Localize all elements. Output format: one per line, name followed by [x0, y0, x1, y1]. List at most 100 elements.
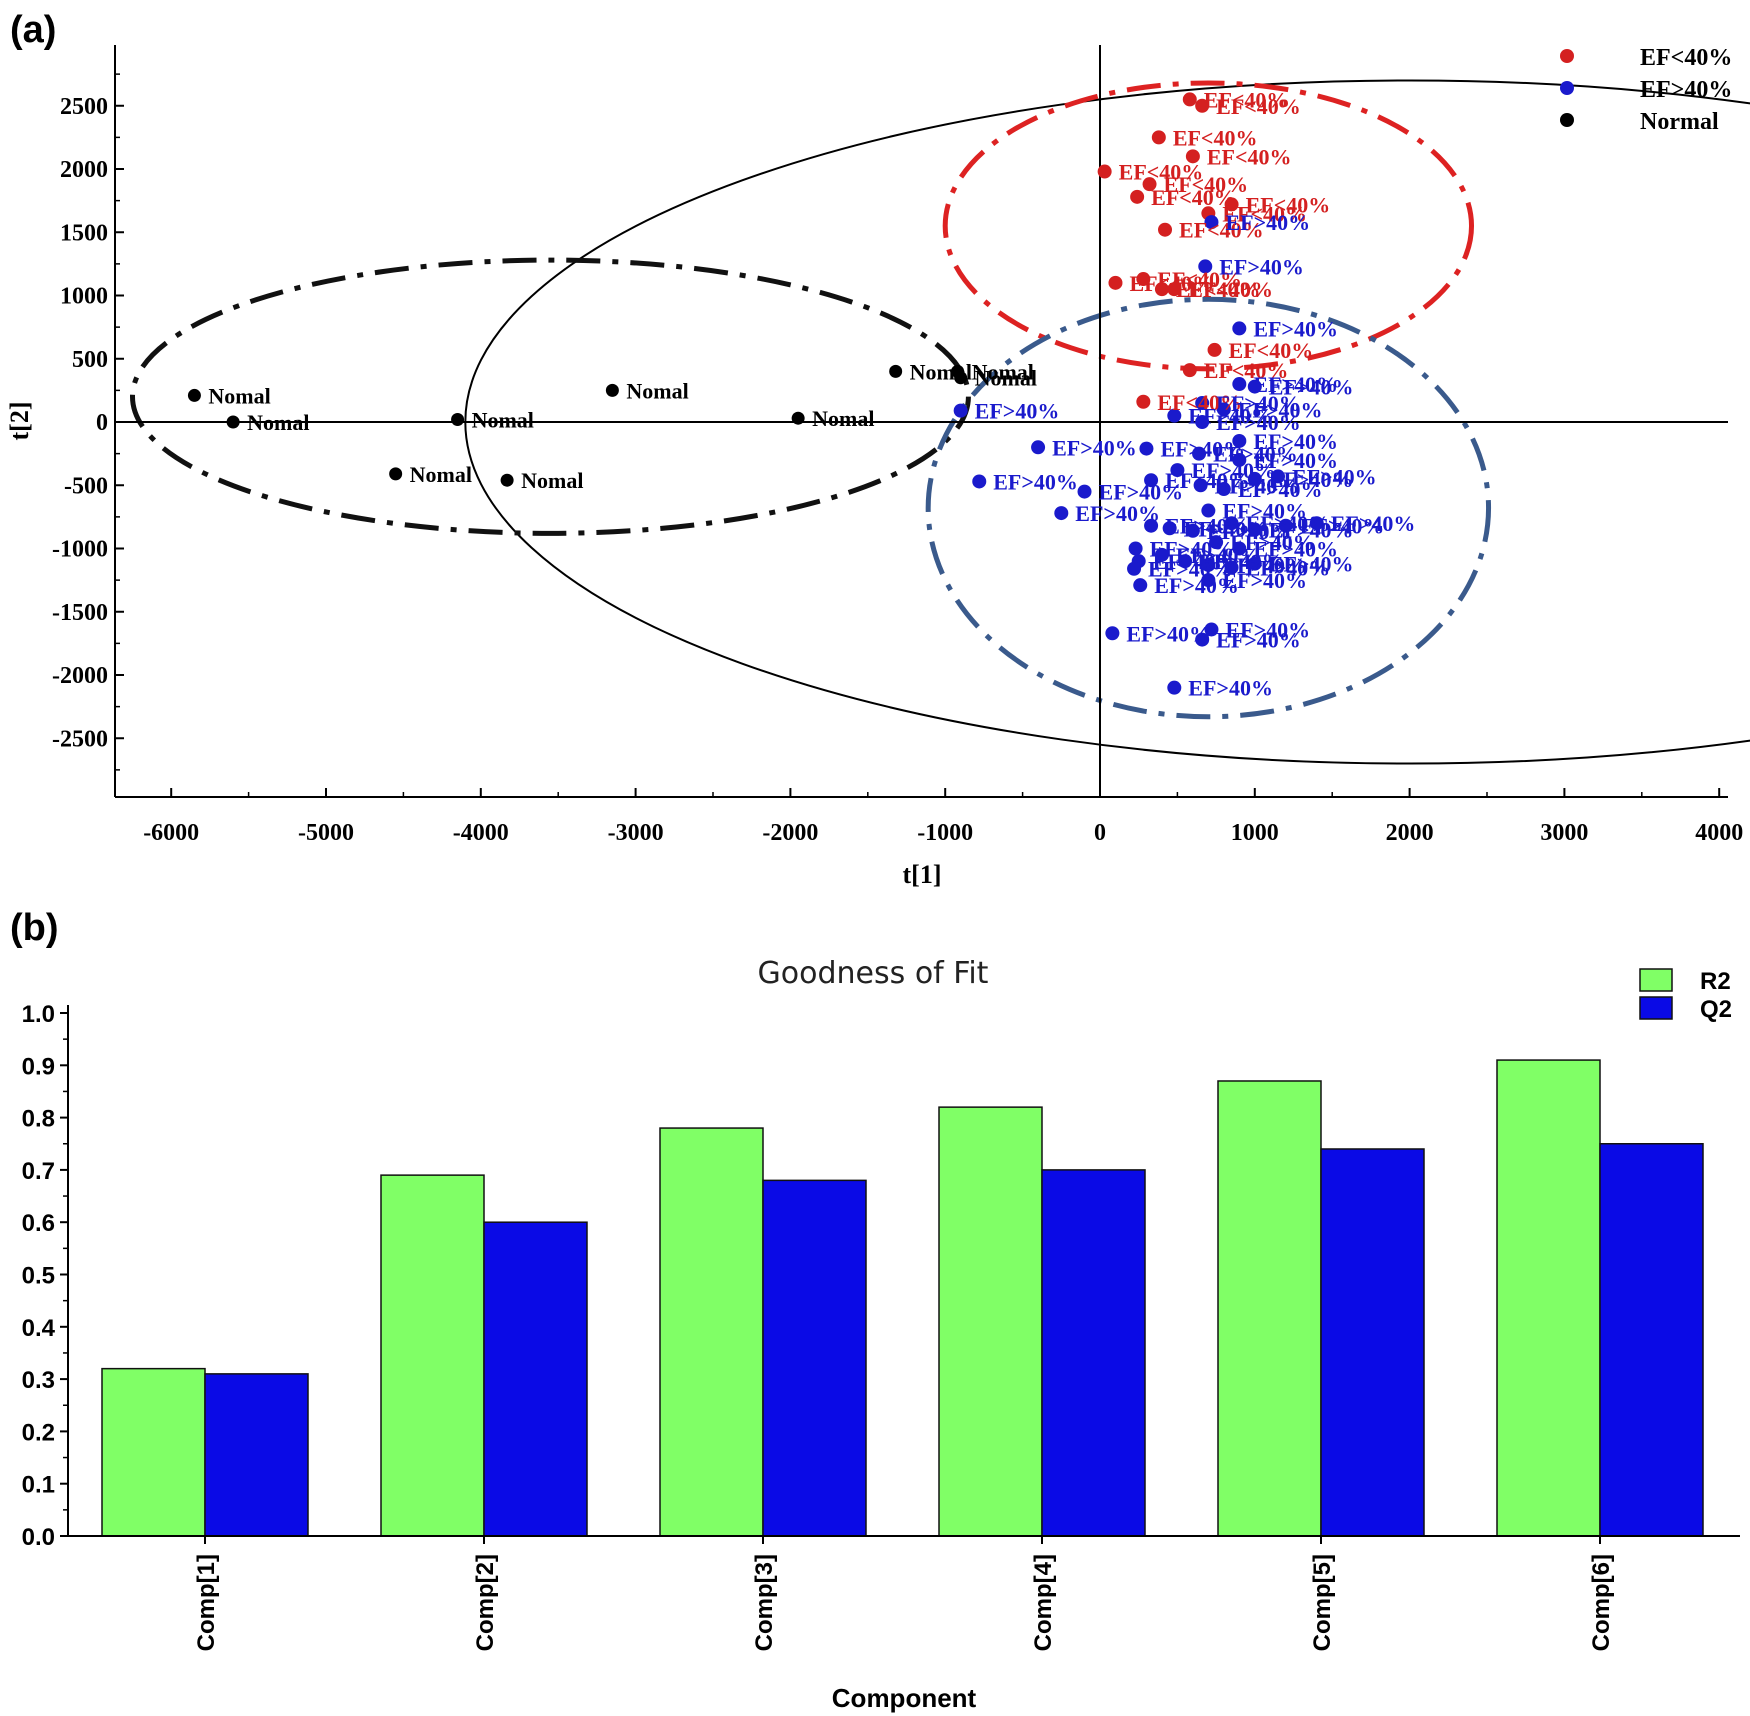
a-point-ef-40-: [1309, 516, 1324, 531]
a-point-ef-40-: [1162, 521, 1177, 536]
a-point-label-ef-40-: EF>40%: [1148, 557, 1233, 582]
a-point-label-ef-40-: EF>40%: [1269, 552, 1354, 577]
b-axes: [67, 1005, 1740, 1537]
a-point-label-ef-40-: EF>40%: [993, 469, 1078, 494]
a-point-label-ef-40-: EF>40%: [1150, 537, 1235, 562]
a-origin-crosshair: [115, 45, 1728, 797]
a-point-label-ef-40-: EF>40%: [1225, 617, 1310, 642]
b-bar-r2-1: [101, 1367, 206, 1537]
a-point-label-ef-40-: EF>40%: [1253, 316, 1338, 341]
a-y-tick-label: -1500: [52, 600, 108, 626]
a-point-ef-40-: [1216, 482, 1231, 497]
a-point-ef-40-: [1247, 379, 1262, 394]
a-point-label-ef-40-: EF>40%: [1253, 537, 1338, 562]
a-point-label-ef-40-: EF>40%: [1222, 568, 1307, 593]
a-point-label-ef-40-: EF>40%: [1253, 429, 1338, 454]
a-x-tick-label: 2000: [1386, 820, 1434, 846]
b-bar-r2-2: [380, 1174, 485, 1537]
a-point-label-ef-40-: EF>40%: [1184, 516, 1269, 541]
a-point-ef-40-: [1224, 516, 1239, 531]
a-point-ef-40-: [1247, 556, 1262, 571]
a-point-label-ef-40-: EF>40%: [1188, 676, 1273, 701]
b-legend-label-q2: Q2: [1700, 996, 1732, 1023]
a-x-tick-label: -1000: [917, 820, 973, 846]
a-legend-label-ef-40-: EF>40%: [1640, 77, 1732, 103]
a-point-ef-40-: [1201, 503, 1216, 518]
a-point-ef-40-: [1167, 408, 1182, 423]
a-legend: EF<40% EF>40% Normal: [1560, 45, 1732, 135]
b-y-tick-label: 0.2: [22, 1419, 55, 1446]
a-point-ef-40-: [1136, 394, 1151, 409]
a-point-ef-40-: [1136, 272, 1151, 287]
a-point-ef-40-: [1192, 446, 1207, 461]
a-point-normal: [187, 388, 201, 402]
a-y-tick-label: 1500: [60, 220, 108, 246]
a-point-ef-40-: [1195, 98, 1210, 113]
b-bar-q2-1: [204, 1373, 309, 1537]
b-x-tick-label: Comp[4]: [1030, 1554, 1057, 1651]
a-y-tick-label: 2000: [60, 157, 108, 183]
a-point-label-ef-40-: EF<40%: [1216, 94, 1301, 119]
a-point-label-ef-40-: EF>40%: [1230, 530, 1315, 555]
a-point-ef-40-: [1247, 471, 1262, 486]
a-point-ef-40-: [1130, 189, 1145, 204]
a-point-label-ef-40-: EF>40%: [1269, 467, 1354, 492]
a-point-normal: [226, 415, 240, 429]
a-point-ef-40-: [1127, 561, 1142, 576]
a-point-label-normal: Nomal: [410, 462, 472, 487]
a-point-label-ef-40-: EF<40%: [1229, 338, 1314, 363]
a-point-ef-40-: [1144, 473, 1159, 488]
a-point-label-ef-40-: EF>40%: [1213, 442, 1298, 467]
b-y-tick-label: 0.4: [22, 1315, 56, 1342]
a-point-ef-40-: [1198, 259, 1213, 274]
a-ellipse-ef-40-group: [942, 80, 1475, 372]
a-point-ef-40-: [953, 403, 968, 418]
a-point-ef-40-: [1139, 441, 1154, 456]
a-point-label-ef-40-: EF<40%: [1157, 390, 1242, 415]
a-point-label-ef-40-: EF<40%: [1151, 185, 1236, 210]
a-x-tick-label: -2000: [762, 820, 818, 846]
a-point-ef-40-: [1185, 523, 1200, 538]
b-bar-q2-5: [1320, 1148, 1425, 1537]
a-point-ef-40-: [1232, 321, 1247, 336]
b-x-axis-label: Component: [832, 1683, 977, 1713]
a-point-label-ef-40-: EF>40%: [1300, 514, 1385, 539]
a-y-tick-label: 1000: [60, 284, 108, 310]
a-point-ef-40-: [1271, 469, 1286, 484]
a-point-normal: [451, 412, 465, 426]
a-point-label-ef-40-: EF<40%: [1157, 267, 1242, 292]
a-point-ef-40-: [1158, 222, 1173, 237]
a-point-ef-40-: [1232, 541, 1247, 556]
a-point-label-ef-40-: EF>40%: [1253, 448, 1338, 473]
b-y-tick-label: 1.0: [22, 1001, 55, 1028]
b-bar-q2-6: [1599, 1143, 1704, 1537]
a-point-ef-40-: [1154, 547, 1169, 562]
a-point-normal: [889, 364, 903, 378]
b-bar-r2-3: [659, 1127, 764, 1537]
a-legend-marker-ef-40-: [1560, 49, 1574, 63]
b-chart-title: Goodness of Fit: [758, 956, 989, 991]
a-point-ef-40-: [1232, 377, 1247, 392]
a-point-normal: [791, 411, 805, 425]
a-point-ef-40-: [1178, 554, 1193, 569]
a-point-label-normal: Nomal: [521, 468, 583, 493]
b-y-tick-label: 0.0: [22, 1524, 55, 1551]
a-x-tick-label: 3000: [1540, 820, 1588, 846]
a-y-tick-label: -500: [64, 473, 108, 499]
b-bar-r2-5: [1217, 1080, 1322, 1537]
a-point-ef-40-: [1185, 149, 1200, 164]
a-point-ef-40-: [1195, 415, 1210, 429]
a-point-ef-40-: [1031, 440, 1046, 455]
a-point-label-ef-40-: EF<40%: [1188, 277, 1273, 302]
a-point-ef-40-: [1216, 402, 1231, 417]
b-x-tick-label: Comp[1]: [193, 1554, 220, 1651]
a-point-label-ef-40-: EF>40%: [1216, 410, 1301, 435]
a-point-ef-40-: [1182, 363, 1197, 378]
a-point-label-normal: Nomal: [910, 359, 972, 384]
a-point-ef-40-: [1142, 177, 1157, 192]
a-legend-label-ef-40-: EF<40%: [1640, 45, 1732, 71]
a-point-ef-40-: [1204, 622, 1219, 637]
a-point-ef-40-: [1144, 518, 1159, 533]
a-data-points: [187, 92, 1324, 695]
a-point-ef-40-: [1170, 463, 1185, 478]
